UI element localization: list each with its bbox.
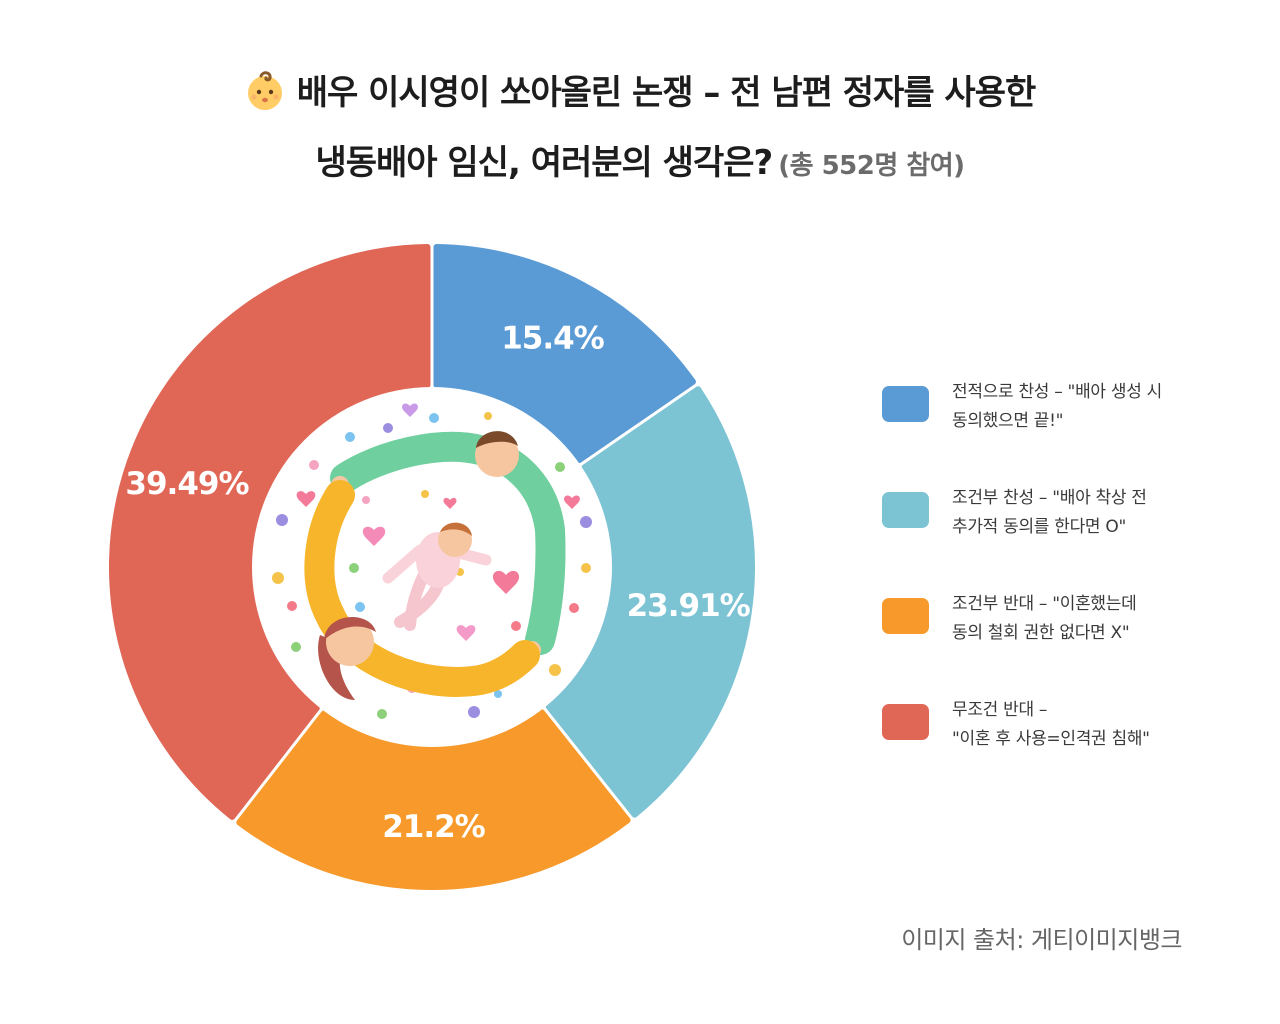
heart-decoration — [296, 403, 580, 641]
slice-label-3: 21.2% — [382, 809, 485, 845]
slice-1 — [433, 244, 696, 464]
slice-2 — [545, 386, 755, 818]
slice-3 — [236, 709, 631, 890]
baby-figure — [382, 522, 492, 631]
legend-swatch-3 — [882, 598, 929, 634]
legend-label-2: 조건부 찬성 – "배아 착상 전 추가적 동의를 한다면 O" — [952, 488, 1147, 537]
flower-decoration — [272, 412, 592, 719]
image-source: 이미지 출처: 게티이미지뱅크 — [901, 926, 1182, 954]
legend-label-1: 전적으로 찬성 – "배아 생성 시 동의했으면 끝!" — [952, 382, 1162, 431]
participants-count: (총 552명 참여) — [778, 151, 965, 181]
title-line-2: 냉동배아 임신, 여러분의 생각은? (총 552명 참여) — [0, 132, 1280, 197]
title-line-1: 배우 이시영이 쏘아올린 논쟁 – 전 남편 정자를 사용한 — [0, 62, 1280, 132]
chart-slices — [109, 244, 755, 890]
baby-face-icon — [245, 70, 285, 132]
family-illustration — [252, 387, 612, 747]
title-text-2: 냉동배아 임신, 여러분의 생각은? — [315, 143, 773, 183]
legend-swatch-1 — [882, 386, 929, 422]
legend-label-4: 무조건 반대 – "이혼 후 사용=인격권 침해" — [952, 700, 1150, 749]
legend-label-3: 조건부 반대 – "이혼했는데 동의 철회 권한 없다면 X" — [952, 594, 1137, 643]
slice-label-2: 23.91% — [627, 588, 751, 624]
slice-label-1: 15.4% — [501, 321, 604, 357]
chart-title: 배우 이시영이 쏘아올린 논쟁 – 전 남편 정자를 사용한 냉동배아 임신, … — [0, 62, 1280, 197]
slice-labels: 15.4% 23.91% 21.2% 39.49% — [125, 321, 751, 845]
legend-swatch-4 — [882, 704, 929, 740]
donut-chart: 15.4% 23.91% 21.2% 39.49% — [109, 244, 755, 890]
mother-figure — [304, 480, 540, 700]
title-text-1: 배우 이시영이 쏘아올린 논쟁 – 전 남편 정자를 사용한 — [296, 73, 1037, 113]
slice-label-4: 39.49% — [125, 466, 249, 502]
slice-4 — [109, 244, 431, 820]
legend-swatch-2 — [882, 492, 929, 528]
